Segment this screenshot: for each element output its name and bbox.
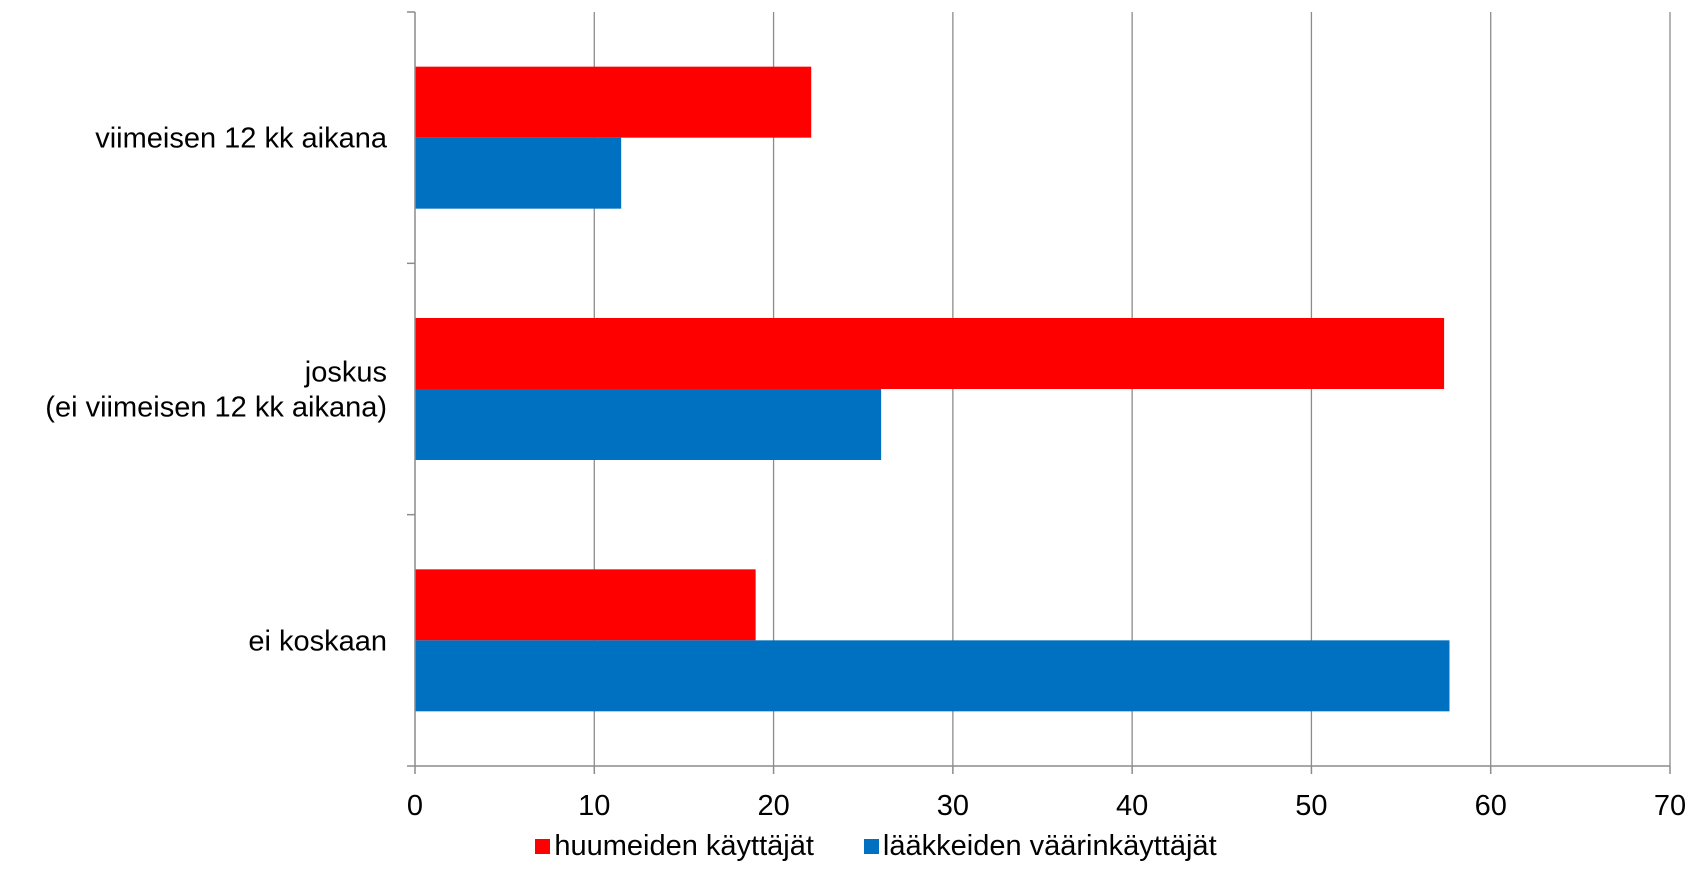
bar-laakkeiden-1 <box>415 389 882 460</box>
bar-laakkeiden-0 <box>415 137 622 209</box>
x-tick-label-20: 20 <box>757 790 789 822</box>
legend-swatch-huumeiden <box>535 838 551 854</box>
legend-swatch-laakkeiden <box>863 838 879 854</box>
legend-item-huumeiden: huumeiden käyttäjät <box>535 830 814 863</box>
legend-label-huumeiden: huumeiden käyttäjät <box>554 829 814 862</box>
x-tick-label-60: 60 <box>1475 790 1507 822</box>
x-tick-label-40: 40 <box>1116 790 1148 822</box>
x-tick-label-30: 30 <box>937 790 969 822</box>
bar-laakkeiden-2 <box>415 640 1450 712</box>
legend-label-laakkeiden: lääkkeiden väärinkäyttäjät <box>882 829 1217 862</box>
bar-huumeiden-1 <box>415 318 1445 389</box>
category-label-0-0: viimeisen 12 kk aikana <box>95 123 388 155</box>
legend: huumeiden käyttäjät lääkkeiden väärinkäy… <box>0 826 1692 866</box>
category-label-1-0: joskus <box>304 357 387 389</box>
legend-item-laakkeiden: lääkkeiden väärinkäyttäjät <box>863 829 1217 863</box>
bar-huumeiden-0 <box>415 66 812 138</box>
category-label-2-0: ei koskaan <box>248 625 387 657</box>
x-tick-label-10: 10 <box>578 790 610 822</box>
category-label-1-1: (ei viimeisen 12 kk aikana) <box>45 392 387 424</box>
bar-huumeiden-2 <box>415 569 756 641</box>
x-tick-label-70: 70 <box>1654 790 1686 822</box>
x-tick-label-0: 0 <box>407 790 423 822</box>
x-tick-label-50: 50 <box>1295 790 1327 822</box>
